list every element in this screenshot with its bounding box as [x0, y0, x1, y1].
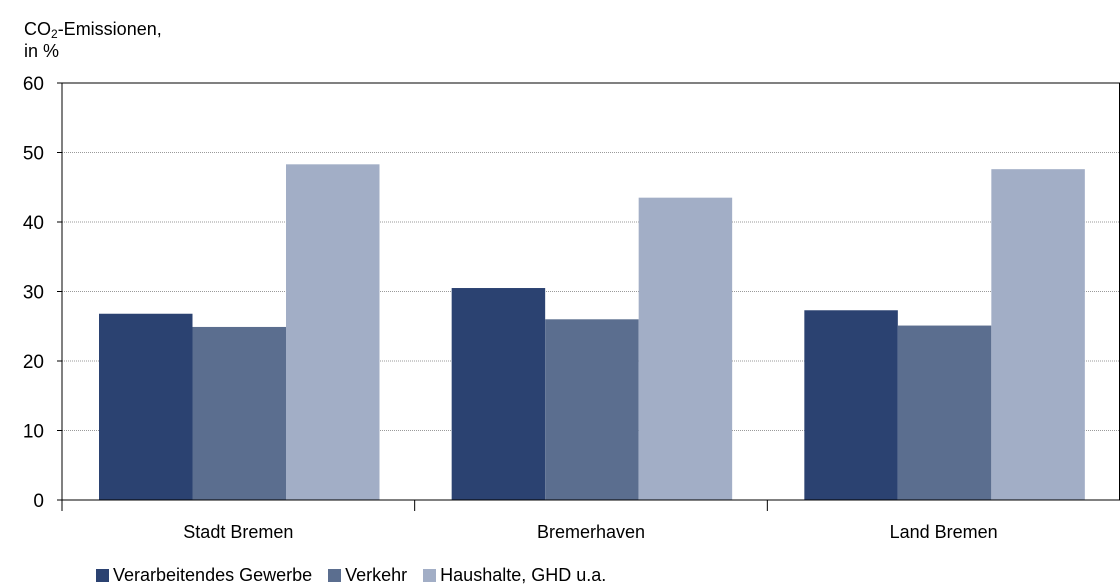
bar: [451, 288, 546, 500]
legend-label: Verkehr: [345, 565, 408, 585]
legend-item: Haushalte, GHD u.a.: [423, 565, 606, 585]
legend-label: Verarbeitendes Gewerbe: [113, 565, 313, 585]
y-tick-label: 30: [23, 283, 44, 304]
bar: [638, 197, 733, 501]
x-tick-label: Land Bremen: [890, 522, 998, 542]
legend-swatch: [423, 568, 437, 582]
y-tick-label: 50: [23, 144, 44, 165]
y-tick-label: 40: [23, 213, 44, 234]
bar: [99, 313, 193, 500]
bar: [897, 325, 992, 500]
y-tick-label: 0: [33, 491, 44, 512]
legend-swatch: [328, 568, 342, 582]
legend-item: Verkehr: [328, 565, 407, 585]
legend-item: Verarbeitendes Gewerbe: [96, 565, 312, 585]
bar: [286, 164, 380, 500]
bar-chart: 0 10 20 30 40 50 60 Stadt Bremen Bremerhaven Lan…: [23, 74, 1120, 542]
legend-swatch: [96, 568, 109, 582]
bars: [99, 164, 1085, 501]
y-axis-label-line2: in %: [24, 41, 60, 61]
y-axis-label: CO2-Emissionen, in %: [24, 18, 162, 62]
y-tick-label: 10: [23, 422, 44, 443]
legend: Verarbeitendes Gewerbe Verkehr Haushalte, …: [96, 565, 622, 585]
x-tick-labels: Stadt Bremen Bremerhaven Land Bremen: [183, 522, 997, 542]
x-tick-label: Stadt Bremen: [183, 522, 293, 542]
y-axis-label-line1: CO2-Emissionen,: [24, 19, 162, 41]
y-tick-label: 60: [23, 74, 44, 95]
legend-label: Haushalte, GHD u.a.: [440, 565, 607, 585]
x-tick-label: Bremerhaven: [537, 522, 645, 542]
bar: [991, 169, 1085, 500]
bar: [545, 319, 639, 500]
bar: [804, 310, 898, 500]
bar: [192, 326, 286, 500]
y-tick-labels: 0 10 20 30 40 50 60: [23, 74, 44, 512]
y-tick-label: 20: [23, 352, 44, 373]
